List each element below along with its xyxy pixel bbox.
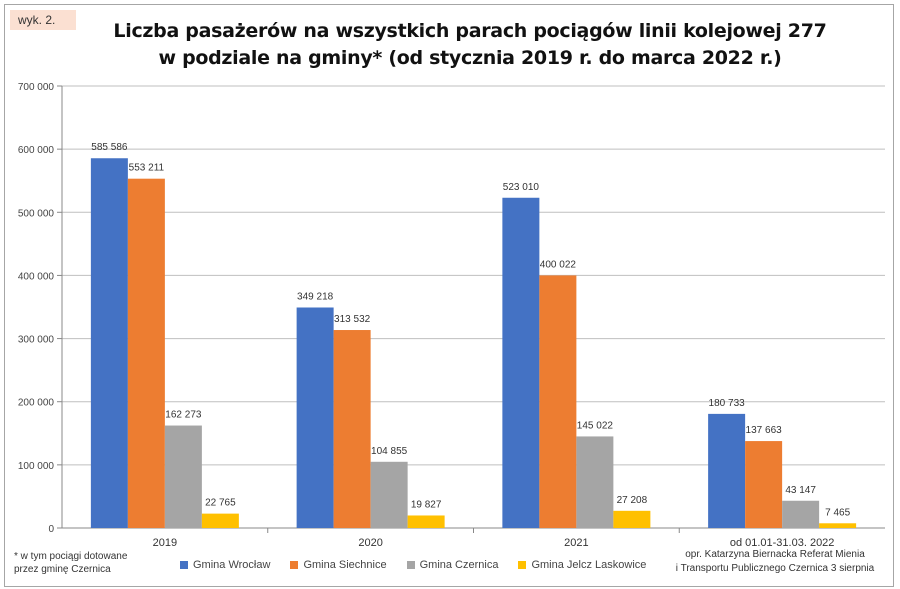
bar (502, 197, 540, 529)
x-category-label: 2021 (564, 537, 588, 549)
footnote-line-1: * w tym pociągi dotowane (14, 551, 128, 562)
data-label: 180 733 (709, 398, 746, 409)
y-tick-label: 200 000 (18, 398, 55, 409)
data-label: 137 663 (746, 425, 783, 436)
y-tick-label: 0 (48, 524, 54, 535)
legend-label: Gmina Wrocław (193, 559, 271, 571)
y-tick-label: 300 000 (18, 335, 55, 346)
bar (407, 515, 445, 528)
legend-swatch (180, 561, 188, 569)
data-label: 145 022 (577, 420, 614, 431)
y-tick-label: 700 000 (18, 82, 55, 93)
data-label: 43 147 (785, 485, 816, 496)
legend-swatch (518, 561, 527, 569)
y-tick-label: 500 000 (18, 208, 55, 219)
legend-swatch (406, 561, 415, 569)
bar (708, 413, 746, 528)
credit-line-1: opr. Katarzyna Biernacka Referat Mienia (685, 549, 865, 560)
y-tick-label: 600 000 (18, 145, 55, 156)
bar (127, 178, 165, 528)
bar (782, 500, 820, 528)
data-label: 19 827 (411, 499, 442, 510)
footnote: * w tym pociągi dotowane przez gminę Cze… (14, 550, 127, 576)
legend-item-wroclaw: Gmina Wrocław (180, 559, 270, 571)
legend-label: Gmina Siechnice (303, 559, 387, 571)
data-label: 349 218 (297, 291, 334, 302)
figure-badge: wyk. 2. (10, 10, 76, 30)
legend-item-siechnice: Gmina Siechnice (290, 559, 387, 571)
bar (333, 330, 371, 528)
bar (370, 461, 408, 528)
data-label: 313 532 (334, 314, 371, 325)
data-label: 162 273 (165, 410, 202, 421)
chart-title: Liczba pasażerów na wszystkich parach po… (100, 18, 840, 72)
legend-item-jelcz-laskowice: Gmina Jelcz Laskowice (518, 559, 646, 571)
legend-label: Gmina Czernica (419, 559, 499, 571)
author-credit: opr. Katarzyna Biernacka Referat Mienia … (670, 548, 880, 576)
data-label: 585 586 (91, 142, 128, 153)
data-label: 553 211 (129, 163, 165, 174)
chart-title-line-1: Liczba pasażerów na wszystkich parach po… (113, 20, 827, 42)
data-label: 7 465 (825, 507, 850, 518)
data-label: 523 010 (503, 182, 540, 193)
bar (539, 275, 577, 528)
bar (164, 425, 202, 528)
x-category-label: 2019 (153, 537, 177, 549)
bar (613, 510, 651, 528)
y-tick-label: 400 000 (18, 271, 55, 282)
data-label: 27 208 (617, 495, 648, 506)
y-tick-label: 100 000 (18, 461, 55, 472)
legend: Gmina Wrocław Gmina Siechnice Gmina Czer… (180, 559, 646, 571)
footnote-line-2: przez gminę Czernica (14, 564, 111, 575)
data-label: 22 765 (205, 498, 236, 509)
data-label: 104 855 (371, 446, 408, 457)
legend-label: Gmina Jelcz Laskowice (531, 559, 647, 571)
bar (819, 523, 857, 528)
bar (745, 441, 783, 528)
bar (90, 158, 128, 528)
bar (296, 307, 334, 528)
credit-line-2: i Transportu Publicznego Czernica 3 sier… (675, 563, 875, 574)
legend-swatch (290, 561, 299, 569)
bar (201, 513, 239, 528)
x-category-label: 2020 (358, 537, 382, 549)
chart-title-line-2: w podziale na gminy* (od stycznia 2019 r… (158, 47, 782, 69)
x-category-label: od 01.01-31.03. 2022 (730, 537, 835, 549)
legend-item-czernica: Gmina Czernica (406, 559, 499, 571)
bar (576, 436, 614, 528)
data-label: 400 022 (540, 259, 577, 270)
